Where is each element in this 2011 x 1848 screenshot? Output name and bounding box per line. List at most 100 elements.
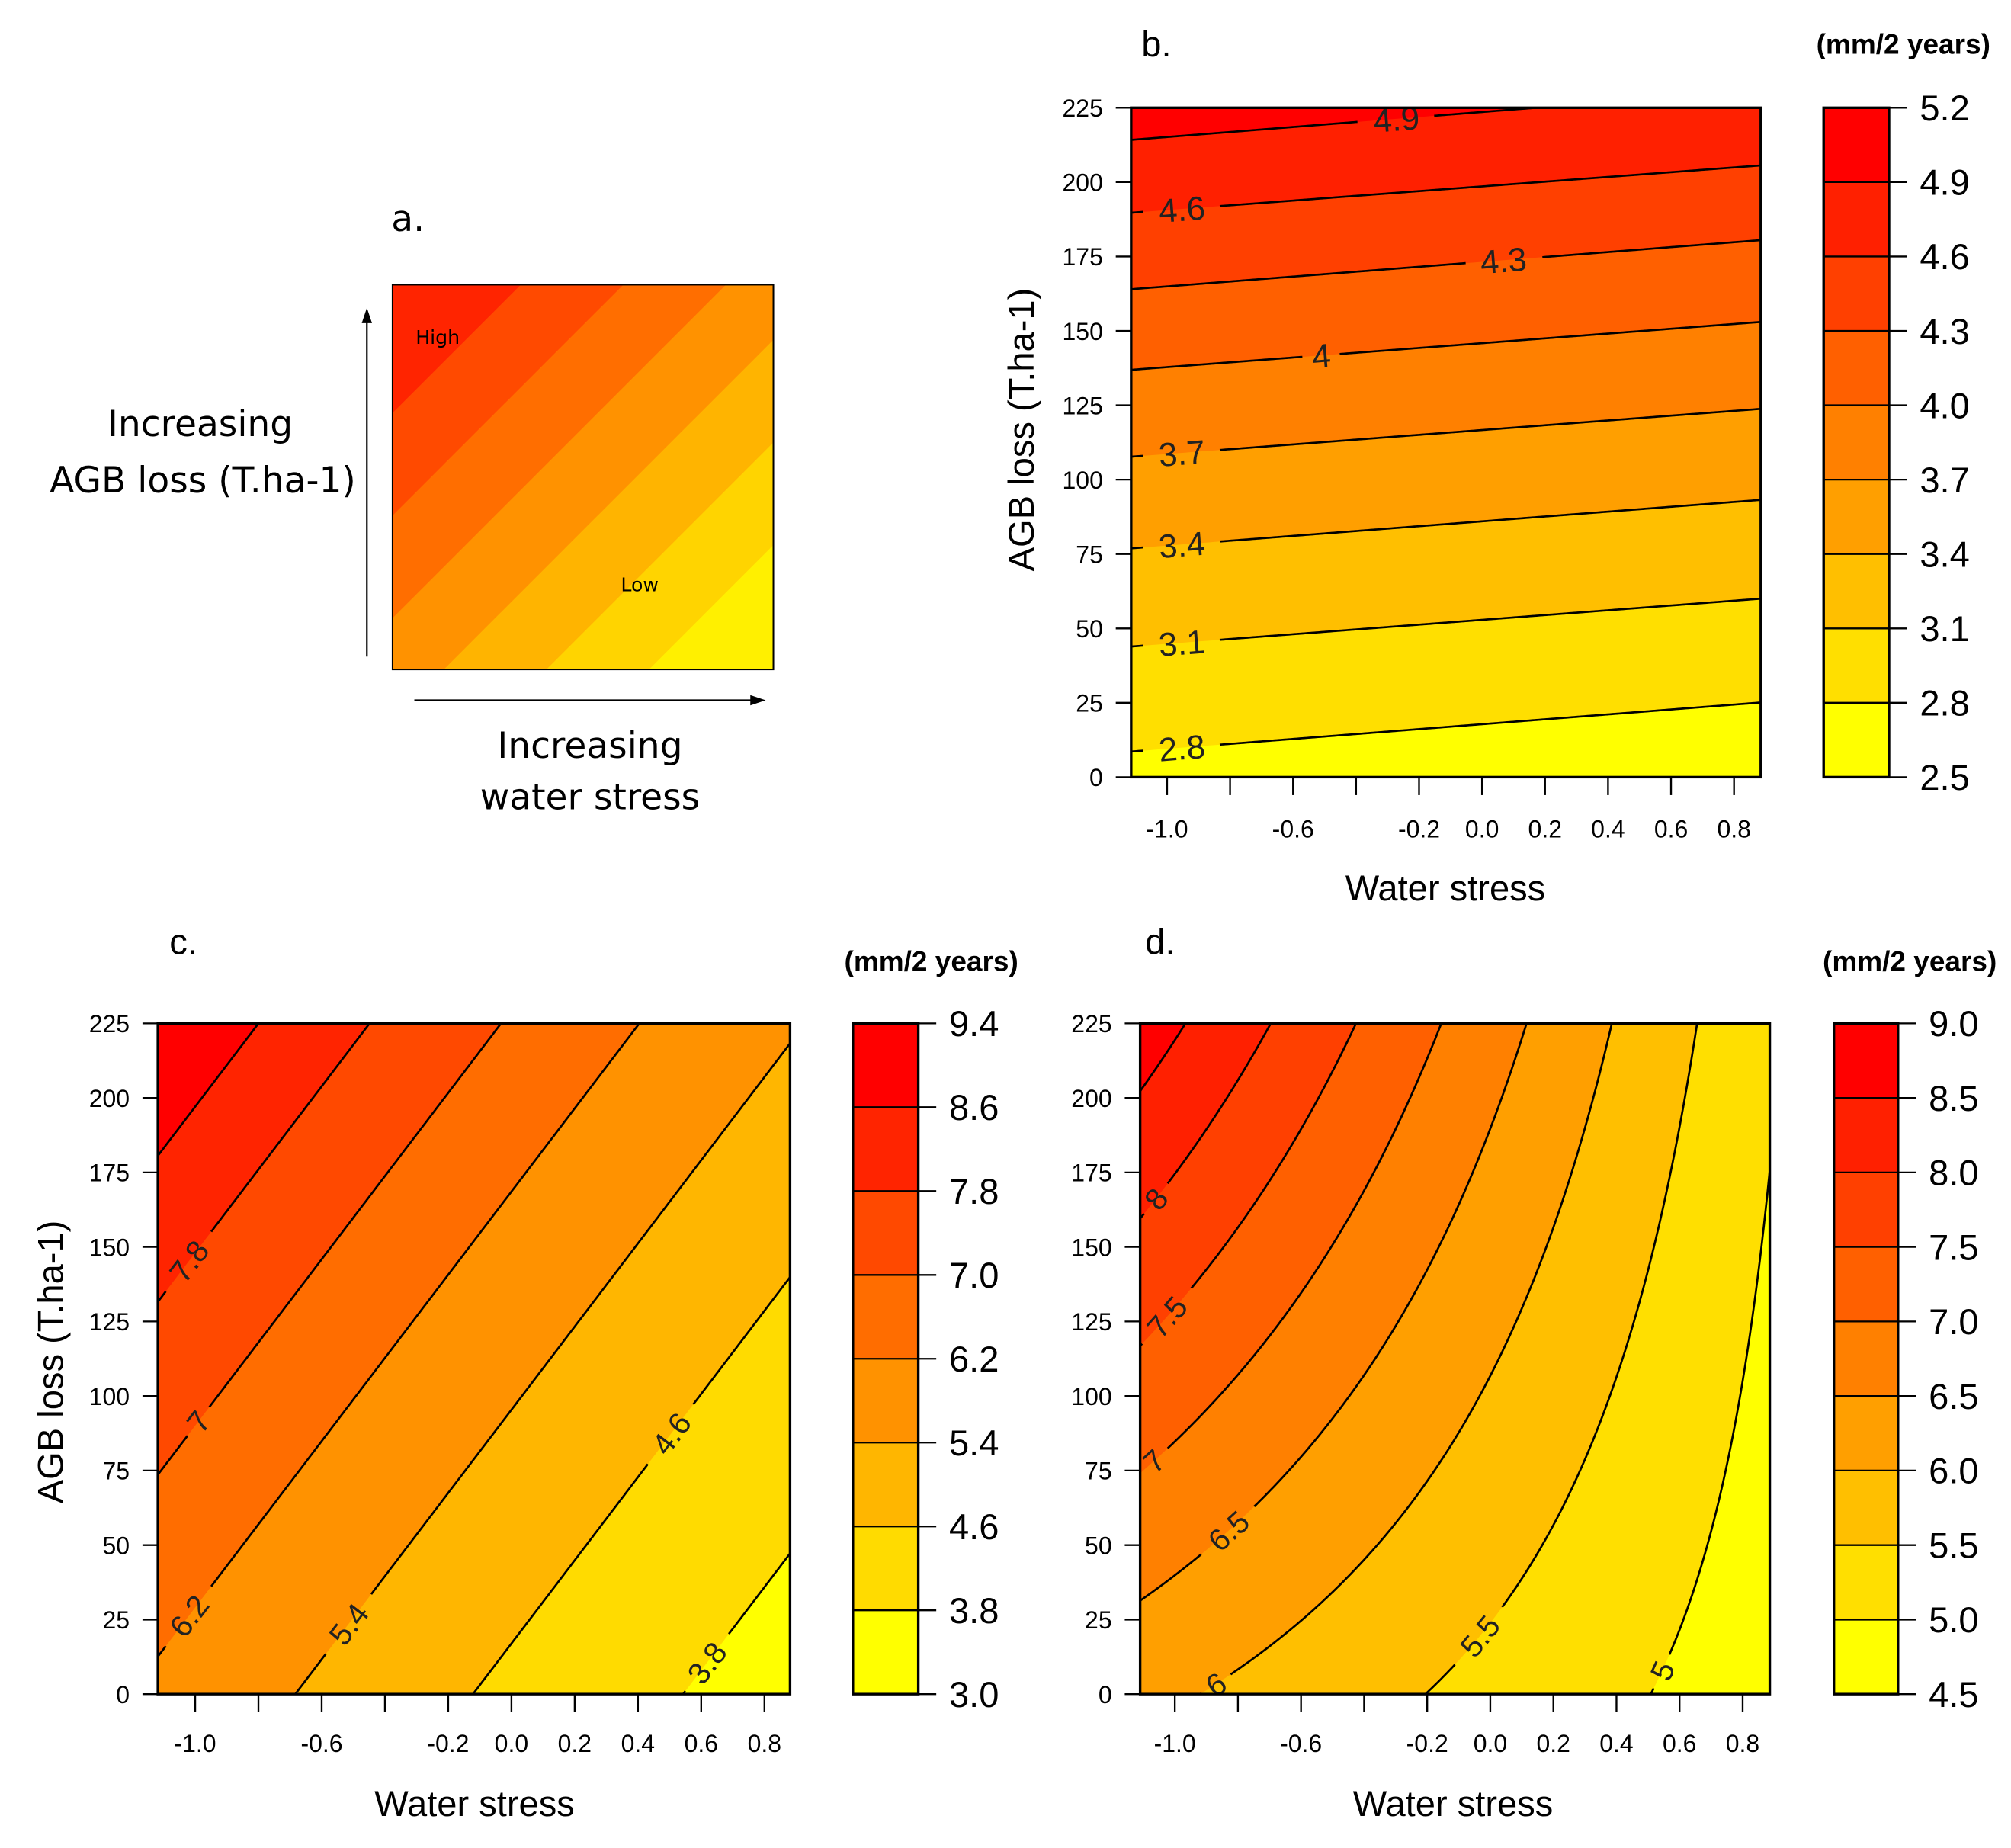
contour-line (1131, 701, 1761, 753)
x-tick-label: 0.2 (1536, 1730, 1570, 1757)
x-tick-label: 0.4 (1599, 1730, 1633, 1757)
panel-label-a: a. (391, 198, 425, 240)
x-tick-label: 0.8 (748, 1730, 781, 1757)
x-tick-label: -1.0 (175, 1730, 216, 1757)
y-tick-label: 175 (89, 1160, 130, 1187)
colorbar-label: 3.7 (1920, 460, 1969, 500)
x-tick-label: 0.4 (1591, 815, 1625, 842)
y-tick-label: 50 (103, 1532, 130, 1559)
colorbar-swatch (1823, 480, 1890, 554)
panel-b-contour-plot: 2.8 3.1 3.4 3.7 4 4.3 4.6 4.9 -1.0 -0.6 -0.2 0.0 0.2… (1001, 24, 1990, 908)
plot-frame (1138, 1022, 1772, 1696)
x-axis-title: Water stress (1353, 1783, 1554, 1824)
colorbar-label: 8.6 (949, 1087, 999, 1128)
colorbar-label: 7.0 (1929, 1301, 1978, 1342)
y-tick-label: 150 (89, 1234, 130, 1261)
colorbar-label: 3.8 (949, 1590, 999, 1631)
contour-label: 3.7 (1157, 433, 1206, 474)
contour-line (1198, 1023, 1613, 1695)
colorbar-swatch (852, 1275, 919, 1359)
y-tick-label: 200 (1071, 1085, 1111, 1112)
y-tick-label: 175 (1071, 1160, 1111, 1187)
colorbar-label: 3.0 (949, 1674, 999, 1715)
x-tick-label: 0.0 (1474, 1730, 1507, 1757)
y-tick-label: 100 (1063, 467, 1103, 494)
x-axis-title: Water stress (1345, 868, 1546, 908)
legend-title: (mm/2 years) (1817, 29, 1990, 60)
contour-label: 4.6 (1157, 190, 1206, 230)
y-tick-label: 225 (1071, 1010, 1111, 1038)
schematic-band (392, 284, 521, 413)
y-tick-label: 0 (1099, 1681, 1112, 1708)
y-tick-label: 100 (1071, 1383, 1111, 1410)
contour-line (471, 1276, 791, 1695)
plot-area: 3.84.65.46.277.8 (158, 1023, 791, 1695)
x-tick-label: 0.8 (1726, 1730, 1759, 1757)
colorbar-swatch (1833, 1246, 1898, 1322)
y-tick-label: 200 (1063, 169, 1103, 197)
y-tick-label: 125 (89, 1308, 130, 1336)
colorbar-label: 4.6 (1920, 236, 1969, 277)
x-tick-label: -0.6 (300, 1730, 342, 1757)
x-tick-label: -0.6 (1280, 1730, 1322, 1757)
colorbar-swatch (1823, 702, 1890, 778)
colorbar-frame (852, 1022, 920, 1696)
x-tick-label: 0.6 (685, 1730, 718, 1757)
contour-line (158, 1023, 371, 1303)
contour-line (682, 1552, 791, 1695)
colorbar-label: 4.9 (1920, 162, 1969, 203)
x-tick-label: -0.6 (1272, 815, 1314, 842)
legend-title: (mm/2 years) (1823, 945, 1997, 977)
colorbar-swatch (1823, 256, 1890, 331)
arrow-right-icon (750, 695, 766, 706)
contour-line (1131, 499, 1761, 550)
plot-area: 55.566.577.58 (1140, 1023, 1770, 1695)
colorbar-label: 9.0 (1929, 1003, 1978, 1044)
colorbar-label: 7.0 (949, 1255, 999, 1295)
plot-frame (1130, 106, 1762, 779)
contour-label: 4 (1311, 337, 1333, 376)
y-tick-label: 25 (1076, 690, 1103, 717)
colorbar-swatch (1833, 1470, 1898, 1545)
colorbar-label: 6.2 (949, 1339, 999, 1379)
contour-label: 4.9 (1372, 99, 1421, 140)
colorbar-label: 6.0 (1929, 1451, 1978, 1491)
panel-c-contour-plot: 3.84.65.46.277.8 -1.0 -0.6 -0.2 0.0 0.2 0.4 0.6… (30, 922, 1018, 1824)
y-tick-label: 75 (1076, 541, 1103, 568)
y-tick-label: 25 (103, 1606, 130, 1634)
y-tick-label: 175 (1063, 243, 1103, 271)
contour-label: 4.3 (1479, 241, 1528, 282)
band-fill (1140, 1023, 1271, 1219)
colorbar-label: 6.5 (1929, 1376, 1978, 1416)
colorbar-swatch (852, 1023, 919, 1108)
colorbar-swatch (852, 1442, 919, 1527)
x-tick-label: -0.2 (427, 1730, 469, 1757)
x-tick-label: 0.6 (1663, 1730, 1696, 1757)
y-direction-text-2: AGB loss (T.ha-1) (50, 460, 356, 502)
y-tick-label: 50 (1076, 615, 1103, 643)
colorbar-swatch (852, 1359, 919, 1443)
colorbar-swatch (1823, 181, 1890, 257)
x-tick-label: 0.0 (495, 1730, 528, 1757)
colorbar-label: 4.5 (1929, 1674, 1978, 1715)
colorbar-swatch (1823, 405, 1890, 480)
y-tick-label: 150 (1063, 318, 1103, 345)
y-tick-label: 0 (1089, 764, 1103, 791)
colorbar-label: 7.5 (1929, 1227, 1978, 1267)
contour-label: 3.1 (1157, 623, 1206, 664)
band-fill (158, 1023, 259, 1156)
x-tick-label: 0.6 (1654, 815, 1688, 842)
colorbar-swatch (1833, 1396, 1898, 1471)
y-tick-label: 75 (1085, 1458, 1112, 1485)
colorbar-label: 8.5 (1929, 1078, 1978, 1118)
y-tick-label: 125 (1063, 392, 1103, 419)
colorbar-swatch (1833, 1321, 1898, 1397)
x-direction-text-2: water stress (480, 776, 701, 818)
contour-label: 3.4 (1157, 525, 1206, 566)
colorbar-label: 4.3 (1920, 311, 1969, 351)
colorbar-label: 8.0 (1929, 1153, 1978, 1193)
panel-d-contour-plot: 55.566.577.58 -1.0 -0.6 -0.2 0.0 0.2 0.4 0.6 0.8… (1071, 922, 1997, 1824)
y-tick-label: 100 (89, 1383, 130, 1410)
legend-title: (mm/2 years) (845, 945, 1018, 977)
